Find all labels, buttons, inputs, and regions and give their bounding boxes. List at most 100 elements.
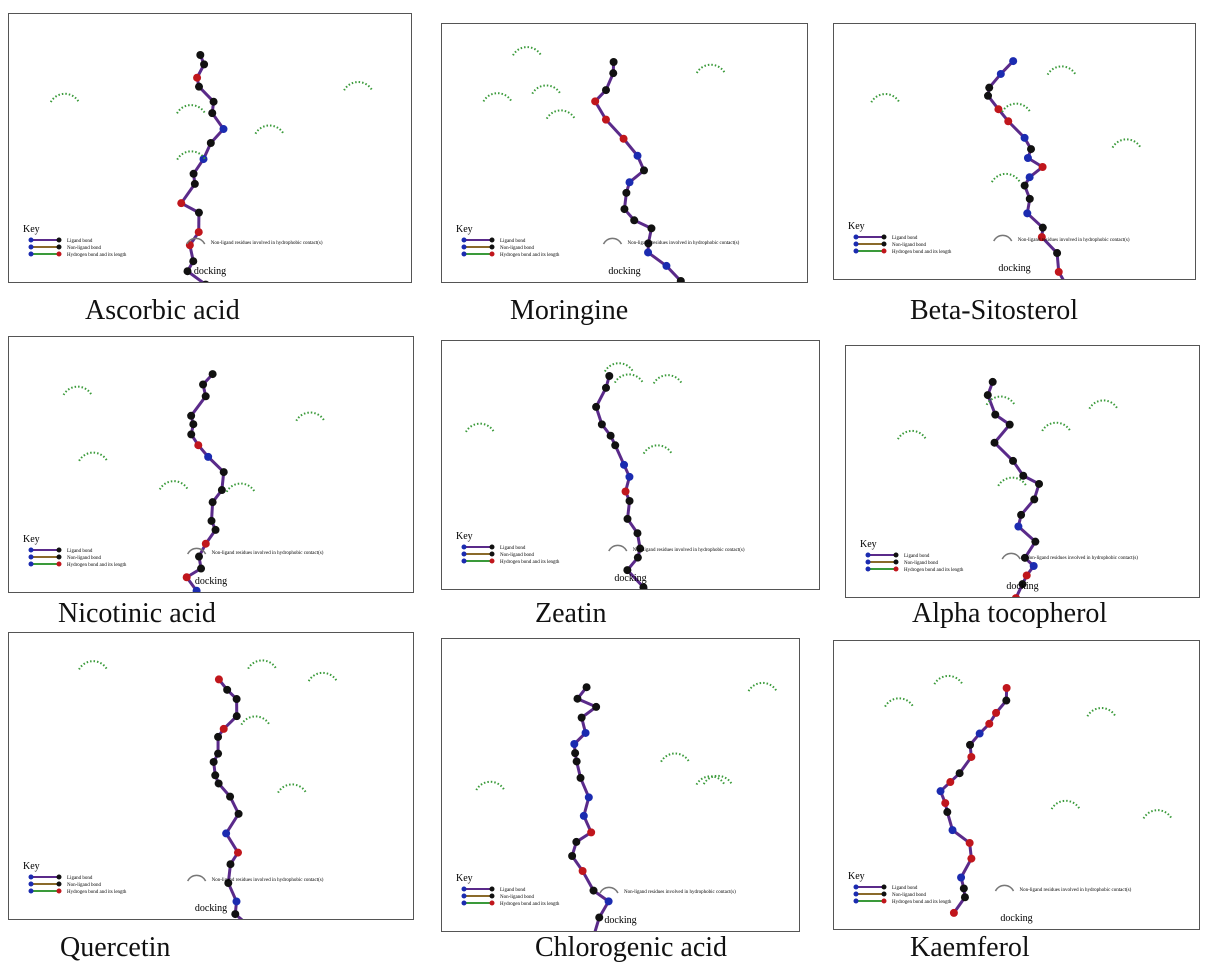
atom (605, 372, 613, 380)
key-item: Ligand bond (500, 888, 526, 893)
key-item: Ligand bond (500, 239, 526, 244)
atom (640, 166, 648, 174)
atom (992, 709, 1000, 717)
key-item: Hydrogen bond and its length (67, 890, 127, 895)
atom (1021, 182, 1029, 190)
key-atom (490, 901, 495, 906)
atom (1055, 268, 1063, 276)
key-atom (29, 252, 34, 257)
atom (941, 799, 949, 807)
key-atom (462, 545, 467, 550)
key-atom (57, 548, 62, 553)
key-atom (866, 567, 871, 572)
key-item: Hydrogen bond and its length (67, 253, 127, 258)
key-atom (462, 245, 467, 250)
key-atom (854, 242, 859, 247)
hydrophobic-arc (1087, 708, 1115, 716)
docking-label: docking (998, 263, 1030, 274)
key-atom (882, 235, 887, 240)
atom (950, 909, 958, 917)
key-arc (188, 875, 206, 881)
atom (233, 695, 241, 703)
ligplot: KeyLigand bondNon-ligand bondHydrogen bo… (442, 341, 819, 589)
key-atom (57, 252, 62, 257)
atom (590, 887, 598, 895)
atom (207, 139, 215, 147)
atom (195, 209, 203, 217)
key-title: Key (848, 871, 865, 882)
docking-label: docking (1006, 581, 1038, 592)
atom (605, 897, 613, 905)
atom (1014, 523, 1022, 531)
key-atom (29, 889, 34, 894)
hydrophobic-arc (278, 784, 306, 792)
atom (626, 178, 634, 186)
key-atom (462, 887, 467, 892)
atom (957, 873, 965, 881)
key-title: Key (456, 531, 473, 542)
key-item: Hydrogen bond and its length (500, 902, 560, 907)
hydrophobic-arc (296, 413, 324, 421)
hydrophobic-arc (1144, 810, 1172, 818)
key-title: Key (456, 224, 473, 235)
panel-caption: Chlorogenic acid (535, 932, 727, 964)
key-atom (854, 899, 859, 904)
atom (583, 683, 591, 691)
key-atom (894, 567, 899, 572)
key-atom (894, 553, 899, 558)
hydrophobic-arc (885, 698, 913, 706)
key-item: Non-ligand bond (892, 893, 927, 898)
key-item: Ligand bond (892, 236, 918, 241)
key-atom (57, 562, 62, 567)
atom (1030, 562, 1038, 570)
docking-label: docking (1000, 913, 1032, 924)
atom (214, 750, 222, 758)
atom (199, 381, 207, 389)
atom (620, 461, 628, 469)
key-atom (57, 882, 62, 887)
key-item: Non-ligand bond (67, 246, 102, 251)
atom (189, 420, 197, 428)
key-atom (462, 552, 467, 557)
docking-panel: KeyLigand bondNon-ligand bondHydrogen bo… (441, 340, 820, 590)
atom (1027, 145, 1035, 153)
key-atom (854, 885, 859, 890)
key-hydrophobic: Non-ligand residues involved in hydropho… (1019, 888, 1131, 893)
atom (1021, 134, 1029, 142)
atom (1039, 224, 1047, 232)
atom (625, 473, 633, 481)
atom (626, 497, 634, 505)
atom (226, 793, 234, 801)
atom (610, 58, 618, 66)
key-atom (882, 249, 887, 254)
atom (634, 152, 642, 160)
docking-panel: KeyLigand bondNon-ligand bondHydrogen bo… (845, 345, 1200, 598)
panel-caption: Nicotinic acid (58, 598, 216, 630)
atom (234, 849, 242, 857)
figure: Key Ligand bond Non-ligand bond Hydrogen bo… (0, 0, 1212, 975)
atom (215, 779, 223, 787)
key-atom (490, 245, 495, 250)
key-item: Non-ligand bond (904, 561, 939, 566)
atom (991, 439, 999, 447)
atom (611, 441, 619, 449)
key-atom (57, 555, 62, 560)
atom (997, 70, 1005, 78)
hydrophobic-arc (309, 673, 337, 681)
atom (222, 829, 230, 837)
key-atom (490, 559, 495, 564)
atom (984, 92, 992, 100)
atom (191, 180, 199, 188)
key-arc (603, 238, 621, 244)
atom (193, 74, 201, 82)
key-atom (882, 242, 887, 247)
atom (209, 370, 217, 378)
panel-caption: Quercetin (60, 932, 170, 964)
key-item: Hydrogen bond and its length (500, 253, 560, 258)
atom (578, 714, 586, 722)
